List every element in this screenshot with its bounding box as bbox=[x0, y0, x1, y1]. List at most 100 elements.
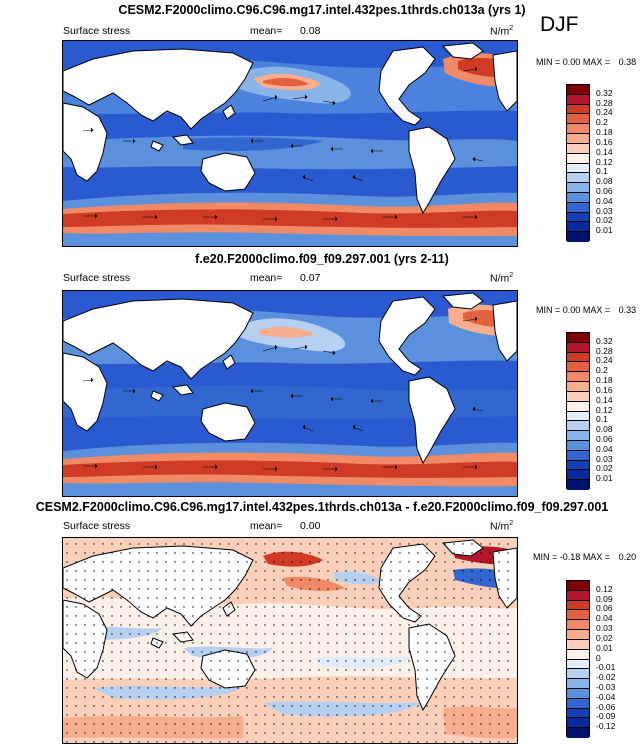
vector-dot bbox=[498, 633, 500, 635]
vector-dot bbox=[435, 669, 437, 671]
colorbar-swatch bbox=[567, 192, 589, 203]
vector-dot bbox=[93, 687, 95, 689]
vector-dot bbox=[93, 570, 95, 572]
vector-dot bbox=[201, 552, 203, 554]
vector-dot bbox=[174, 696, 176, 698]
colorbar-label: 0.16 bbox=[596, 136, 613, 147]
vector-dot bbox=[219, 543, 221, 545]
vector-dot bbox=[318, 687, 320, 689]
vector-dot bbox=[210, 606, 212, 608]
vector-dot bbox=[84, 723, 86, 725]
vector-dot bbox=[210, 552, 212, 554]
vector-dot bbox=[489, 678, 491, 680]
panel-2-mean-value: 0.07 bbox=[300, 272, 321, 284]
vector-dot bbox=[300, 579, 302, 581]
vector-dot bbox=[489, 651, 491, 653]
vector-dot bbox=[237, 651, 239, 653]
vector-dot bbox=[345, 660, 347, 662]
vector-dot bbox=[210, 570, 212, 572]
vector-dot bbox=[201, 705, 203, 707]
vector-dot bbox=[309, 588, 311, 590]
vector-dot bbox=[210, 579, 212, 581]
vector-dot bbox=[75, 624, 77, 626]
vector-dot bbox=[120, 552, 122, 554]
vector-dot bbox=[165, 597, 167, 599]
vector-dot bbox=[318, 696, 320, 698]
vector-dot bbox=[147, 606, 149, 608]
vector-dot bbox=[309, 651, 311, 653]
vector-dot bbox=[318, 660, 320, 662]
colorbar-swatch bbox=[567, 610, 589, 621]
vector-dot bbox=[507, 651, 509, 653]
panel-2-minmax: MIN = 0.00 MAX = 0.33 bbox=[536, 305, 637, 315]
vector-dot bbox=[453, 579, 455, 581]
vector-dot bbox=[462, 714, 464, 716]
vector-dot bbox=[390, 705, 392, 707]
vector-dot bbox=[192, 543, 194, 545]
vector-dot bbox=[300, 732, 302, 734]
vector-dot bbox=[444, 669, 446, 671]
vector-dot bbox=[66, 705, 68, 707]
vector-dot bbox=[345, 678, 347, 680]
vector-dot bbox=[498, 732, 500, 734]
vector-dot bbox=[309, 741, 311, 743]
vector-dot bbox=[264, 651, 266, 653]
vector-dot bbox=[381, 624, 383, 626]
vector-dot bbox=[255, 552, 257, 554]
vector-dot bbox=[336, 723, 338, 725]
vector-dot bbox=[192, 624, 194, 626]
vector-dot bbox=[354, 642, 356, 644]
vector-dot bbox=[138, 570, 140, 572]
vector-dot bbox=[408, 561, 410, 563]
vector-dot bbox=[282, 552, 284, 554]
vector-dot bbox=[264, 606, 266, 608]
vector-dot bbox=[489, 588, 491, 590]
vector-dot bbox=[111, 552, 113, 554]
vector-dot bbox=[102, 606, 104, 608]
vector-dot bbox=[399, 543, 401, 545]
vector-dot bbox=[318, 597, 320, 599]
vector-dot bbox=[363, 588, 365, 590]
vector-dot bbox=[75, 606, 77, 608]
vector-dot bbox=[435, 660, 437, 662]
vector-dot bbox=[66, 687, 68, 689]
vector-dot bbox=[210, 642, 212, 644]
vector-dot bbox=[147, 570, 149, 572]
vector-dot bbox=[201, 561, 203, 563]
vector-dot bbox=[84, 561, 86, 563]
vector-dot bbox=[399, 741, 401, 743]
vector-dot bbox=[444, 723, 446, 725]
vector-dot bbox=[390, 615, 392, 617]
vector-dot bbox=[111, 687, 113, 689]
vector-dot bbox=[399, 606, 401, 608]
vector-dot bbox=[147, 588, 149, 590]
vector-dot bbox=[174, 642, 176, 644]
vector-dot bbox=[354, 561, 356, 563]
vector-dot bbox=[174, 597, 176, 599]
vector-dot bbox=[201, 570, 203, 572]
vector-dot bbox=[291, 669, 293, 671]
vector-dot bbox=[435, 651, 437, 653]
vector-dot bbox=[408, 741, 410, 743]
vector-dot bbox=[354, 552, 356, 554]
vector-dot bbox=[102, 669, 104, 671]
vector-dot bbox=[66, 723, 68, 725]
vector-dot bbox=[507, 543, 509, 545]
vector-dot bbox=[120, 660, 122, 662]
vector-dot bbox=[318, 741, 320, 743]
vector-dot bbox=[399, 561, 401, 563]
vector-dot bbox=[345, 705, 347, 707]
vector-dot bbox=[426, 705, 428, 707]
vector-dot bbox=[111, 741, 113, 743]
vector-dot bbox=[372, 633, 374, 635]
vector-dot bbox=[183, 597, 185, 599]
vector-dot bbox=[498, 651, 500, 653]
vector-dot bbox=[300, 624, 302, 626]
colorbar-swatch bbox=[567, 85, 589, 95]
vector-dot bbox=[390, 588, 392, 590]
vector-dot bbox=[318, 705, 320, 707]
vector-dot bbox=[453, 714, 455, 716]
vector-dot bbox=[138, 732, 140, 734]
vector-dot bbox=[219, 606, 221, 608]
vector-dot bbox=[75, 633, 77, 635]
